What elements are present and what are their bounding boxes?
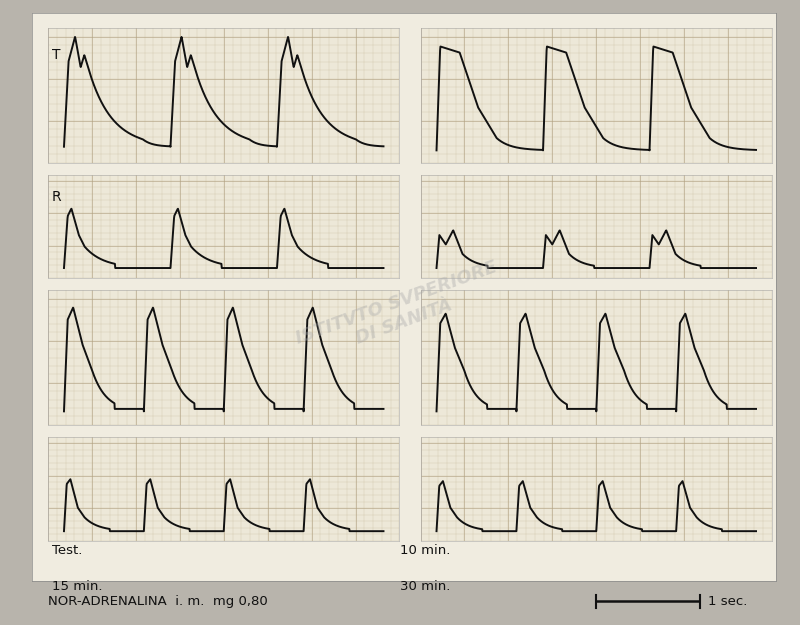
Text: NOR-ADRENALINA  i. m.  mg 0,80: NOR-ADRENALINA i. m. mg 0,80 (48, 595, 268, 608)
Text: 10 min.: 10 min. (400, 544, 450, 558)
Text: T: T (51, 48, 60, 62)
Text: ISTITVTO SVPERIORE
DI SANITÀ: ISTITVTO SVPERIORE DI SANITÀ (294, 258, 506, 367)
Text: 30 min.: 30 min. (400, 580, 450, 593)
Text: 1 sec.: 1 sec. (708, 595, 747, 608)
Text: 15 min.: 15 min. (52, 580, 102, 593)
Text: R: R (51, 190, 61, 204)
Text: Test.: Test. (52, 544, 82, 558)
